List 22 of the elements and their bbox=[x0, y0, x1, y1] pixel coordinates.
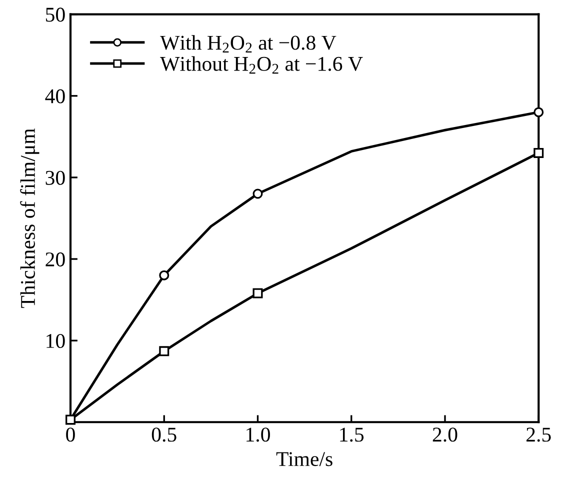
point bbox=[252, 188, 263, 199]
x-axis-title: Time/s bbox=[276, 452, 332, 466]
y-axis-title: Thickness of film/μm bbox=[20, 128, 40, 308]
x-tick-label: 2.5 bbox=[526, 428, 551, 442]
x-tick-label: 1.5 bbox=[340, 428, 364, 442]
point bbox=[534, 148, 544, 158]
point bbox=[252, 288, 263, 298]
legend-label: With H$_{2}$O$_{2}$ at −0.8 V bbox=[160, 35, 336, 52]
y-tick-label: 50 bbox=[46, 8, 65, 22]
x-tick-label: 1.0 bbox=[246, 428, 270, 442]
y-tick-label: 20 bbox=[46, 252, 65, 266]
point bbox=[159, 270, 170, 280]
point bbox=[534, 107, 544, 118]
y-tick-label: 40 bbox=[45, 89, 65, 104]
y-tick-label: 30 bbox=[46, 170, 65, 185]
x-tick-label: 0 bbox=[66, 428, 75, 442]
legend-label: Without H$_{2}$O$_{2}$ at −1.6 V bbox=[160, 56, 363, 74]
point bbox=[159, 346, 170, 356]
x-tick-label: 2.0 bbox=[432, 428, 458, 442]
y-tick-label: 10 bbox=[46, 334, 65, 348]
x-tick-label: 0.5 bbox=[152, 428, 176, 442]
point bbox=[66, 414, 76, 425]
